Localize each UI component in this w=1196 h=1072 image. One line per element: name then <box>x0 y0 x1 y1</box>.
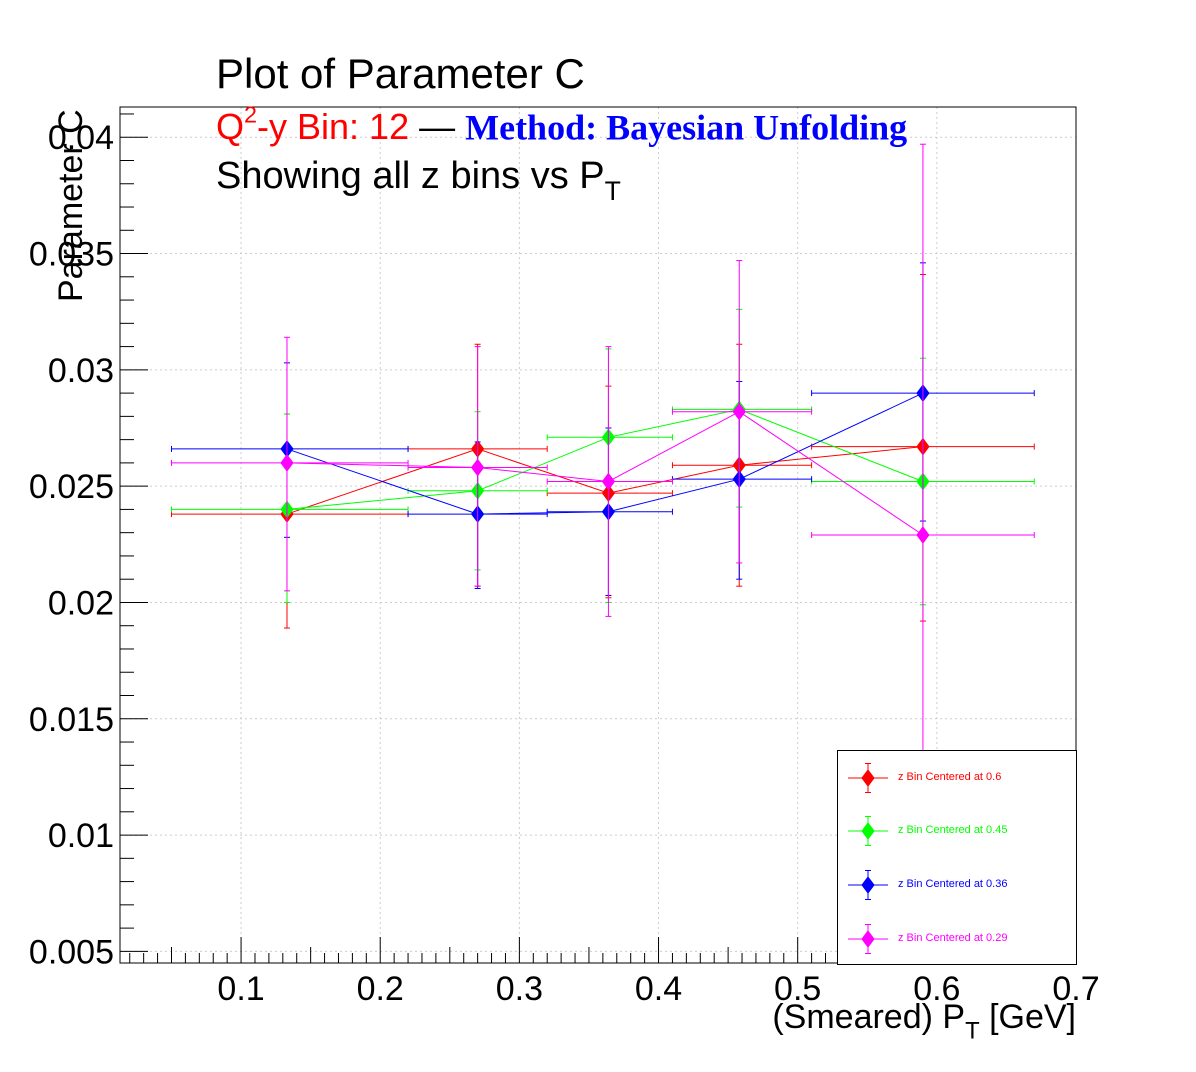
series-group <box>170 308 1035 606</box>
series-group <box>170 262 1035 596</box>
series-group <box>170 273 1035 629</box>
legend-marker <box>848 816 888 846</box>
legend-diamond <box>861 769 875 787</box>
x-axis-label-prefix: (Smeared) P <box>772 998 966 1036</box>
legend-diamond <box>861 876 875 894</box>
y-tick-label: 0.035 <box>29 236 114 274</box>
bin-rest: -y Bin: 12 <box>257 106 410 148</box>
y-tick-label: 0.01 <box>48 817 114 855</box>
legend-diamond <box>861 822 875 840</box>
x-axis-label-suffix: [GeV] <box>979 998 1076 1036</box>
chart-subtitle: Q2-y Bin: 12— Method: Bayesian Unfolding <box>216 102 907 148</box>
y-tick-label: 0.03 <box>48 352 114 390</box>
data-point <box>280 454 294 472</box>
legend-item: z Bin Centered at 0.45 <box>838 816 1076 846</box>
bin-superscript: 2 <box>244 102 258 128</box>
chart-title: Plot of Parameter C <box>216 50 585 97</box>
x-tick-label: 0.7 <box>1052 970 1099 1008</box>
x-tick-label: 0.3 <box>496 970 543 1008</box>
method-label: Method: Bayesian Unfolding <box>465 107 908 148</box>
legend-diamond <box>861 930 875 948</box>
bin-prefix: Q <box>216 106 245 148</box>
data-point <box>916 526 930 544</box>
plot-frame <box>119 106 1077 964</box>
series-layer <box>170 143 1035 924</box>
y-tick-label: 0.015 <box>29 701 114 739</box>
legend-item: z Bin Centered at 0.36 <box>838 870 1076 900</box>
tick-layer: 0.1 0.2 0.3 0.4 0.5 0.6 0.7 0.005 0.01 0.015 0.02 0… <box>29 113 1100 1008</box>
title-dash: — <box>419 106 456 148</box>
x-tick-label: 0.1 <box>217 970 264 1008</box>
chart-subtitle-2: Showing all z bins vs PT <box>216 155 621 207</box>
bin-label: Q2-y Bin: 12 <box>216 102 410 148</box>
x-tick-label: 0.6 <box>913 970 960 1008</box>
data-point <box>601 472 616 491</box>
y-axis-label: Parameter C <box>52 109 90 302</box>
y-tick-label: 0.005 <box>29 933 114 971</box>
legend-label: z Bin Centered at 0.6 <box>898 771 1002 783</box>
series-group <box>170 143 1035 924</box>
subtitle-2-subscript: T <box>604 175 621 206</box>
y-tick-label: 0.04 <box>48 119 114 157</box>
legend-marker <box>848 763 888 793</box>
x-axis-label: (Smeared) PT [GeV] <box>772 998 1076 1046</box>
x-tick-label: 0.5 <box>774 970 821 1008</box>
data-point <box>732 402 746 421</box>
y-tick-label: 0.02 <box>48 584 114 622</box>
legend: z Bin Centered at 0.6 z Bin Centered at … <box>837 750 1077 965</box>
x-axis-label-subscript: T <box>965 1017 980 1045</box>
legend-label: z Bin Centered at 0.45 <box>898 824 1008 836</box>
legend-marker <box>848 870 888 900</box>
y-tick-label: 0.025 <box>29 468 114 506</box>
legend-item: z Bin Centered at 0.6 <box>838 763 1076 793</box>
legend-label: z Bin Centered at 0.29 <box>898 932 1008 944</box>
legend-marker <box>848 924 888 954</box>
data-point <box>471 458 485 477</box>
x-tick-label: 0.4 <box>635 970 682 1008</box>
subtitle-2-text: Showing all z bins vs P <box>216 155 605 197</box>
x-tick-label: 0.2 <box>357 970 404 1008</box>
legend-label: z Bin Centered at 0.36 <box>898 878 1008 890</box>
series-line <box>286 411 924 536</box>
legend-item: z Bin Centered at 0.29 <box>838 924 1076 954</box>
